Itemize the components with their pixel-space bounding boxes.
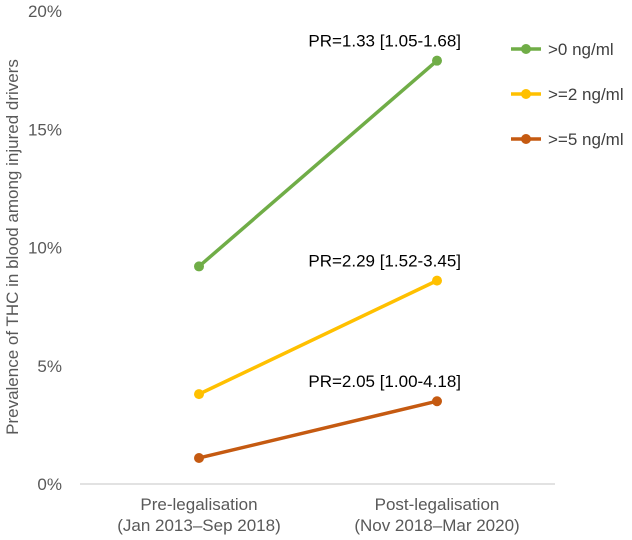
- x-category-label: Pre-legalisation: [140, 495, 257, 514]
- y-axis-ticks: 0% 5% 10% 15% 20%: [28, 2, 62, 494]
- data-point: [194, 389, 204, 399]
- x-axis-categories: Pre-legalisation (Jan 2013–Sep 2018) Post-…: [117, 495, 519, 535]
- legend-marker: [521, 134, 531, 144]
- data-point: [432, 396, 442, 406]
- legend-marker: [521, 89, 531, 99]
- legend: >0 ng/ml >=2 ng/ml >=5 ng/ml: [511, 40, 624, 149]
- legend-marker: [521, 44, 531, 54]
- legend-label: >0 ng/ml: [548, 40, 614, 59]
- pr-annotation: PR=2.29 [1.52-3.45]: [308, 252, 461, 271]
- pr-annotation: PR=2.05 [1.00-4.18]: [308, 372, 461, 391]
- x-category-label: (Nov 2018–Mar 2020): [354, 516, 519, 535]
- pr-annotation: PR=1.33 [1.05-1.68]: [308, 32, 461, 51]
- series-line: [199, 401, 437, 458]
- series-line: [199, 61, 437, 267]
- y-axis-label: Prevalence of THC in blood among injured…: [3, 59, 22, 435]
- y-tick-label: 0%: [37, 475, 62, 494]
- data-point: [432, 56, 442, 66]
- legend-label: >=2 ng/ml: [548, 85, 624, 104]
- data-point: [194, 453, 204, 463]
- y-tick-label: 5%: [37, 357, 62, 376]
- x-category-label: (Jan 2013–Sep 2018): [117, 516, 281, 535]
- y-tick-label: 10%: [28, 239, 62, 258]
- annotations: PR=1.33 [1.05-1.68] PR=2.29 [1.52-3.45] PR…: [308, 32, 461, 392]
- y-tick-label: 15%: [28, 120, 62, 139]
- x-category-label: Post-legalisation: [375, 495, 500, 514]
- legend-label: >=5 ng/ml: [548, 130, 624, 149]
- y-tick-label: 20%: [28, 2, 62, 21]
- data-point: [194, 261, 204, 271]
- data-point: [432, 276, 442, 286]
